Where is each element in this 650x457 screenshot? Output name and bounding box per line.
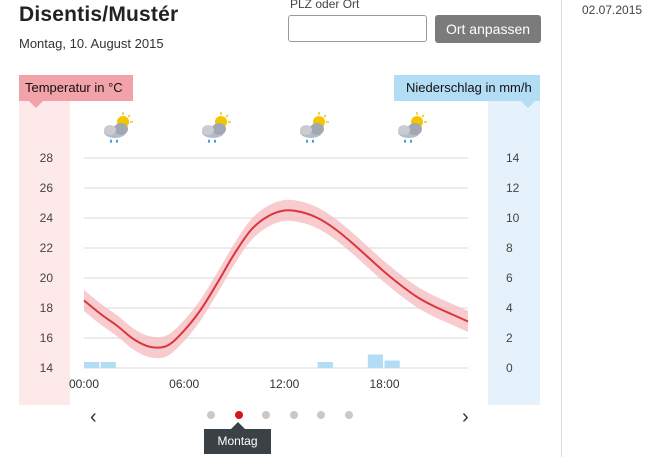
precipitation-tick-label: 0 (506, 361, 513, 375)
sun-cloud-rain-icon (397, 111, 428, 144)
time-tick-label: 06:00 (169, 377, 199, 391)
precipitation-tick-label: 10 (506, 211, 520, 225)
precipitation-bar (367, 354, 384, 368)
temperature-series-line (83, 209, 469, 349)
temperature-uncertainty-band (84, 199, 468, 359)
sun-cloud-rain-icon (299, 111, 330, 144)
temperature-label-pointer (29, 101, 43, 108)
temperature-tick-label: 18 (40, 301, 54, 315)
time-tick-label: 12:00 (269, 377, 299, 391)
day-pager-dot[interactable] (317, 411, 325, 419)
day-tooltip: Montag (204, 429, 271, 454)
temperature-tick-label: 26 (40, 181, 54, 195)
precipitation-bar (317, 362, 333, 368)
precipitation-tick-label: 6 (506, 271, 513, 285)
sun-cloud-rain-icon (103, 111, 134, 144)
temperature-tick-label: 20 (40, 271, 54, 285)
day-pager-dot[interactable] (207, 411, 215, 419)
precipitation-tick-label: 4 (506, 301, 513, 315)
side-date: 02.07.2015 (582, 3, 643, 17)
side-divider (561, 0, 562, 457)
day-pager-dot[interactable] (234, 411, 243, 419)
precipitation-tick-label: 2 (506, 331, 513, 345)
previous-day-arrow[interactable]: ‹ (90, 406, 97, 428)
time-tick-label: 18:00 (370, 377, 400, 391)
search-label: PLZ oder Ort (290, 0, 360, 11)
precipitation-tick-label: 14 (506, 151, 520, 165)
temperature-axis-label: Temperatur in °C (19, 75, 133, 101)
precipitation-tick-label: 8 (506, 241, 513, 255)
day-tooltip-pointer (231, 422, 245, 429)
day-pager-dot[interactable] (344, 411, 353, 419)
temperature-tick-label: 22 (40, 241, 54, 255)
adjust-location-button[interactable]: Ort anpassen (435, 15, 541, 43)
next-day-arrow[interactable]: › (462, 406, 469, 428)
day-pager-dot[interactable] (289, 411, 298, 419)
precipitation-axis-label: Niederschlag in mm/h (394, 75, 540, 101)
precipitation-bar (100, 362, 116, 368)
temperature-tick-label: 28 (40, 151, 54, 165)
precipitation-bar (384, 360, 400, 368)
day-pager-dot[interactable] (262, 411, 270, 419)
precipitation-label-pointer (521, 101, 535, 108)
temperature-tick-label: 14 (40, 361, 54, 375)
precipitation-axis-band (488, 101, 540, 405)
precipitation-bar (84, 362, 100, 368)
search-input[interactable] (288, 15, 427, 42)
header-title: Disentis/Mustér (19, 3, 179, 26)
temperature-axis-band (19, 101, 70, 405)
sun-cloud-rain-icon (201, 111, 232, 144)
time-tick-label: 00:00 (69, 377, 99, 391)
temperature-tick-label: 24 (40, 211, 54, 225)
temperature-tick-label: 16 (40, 331, 54, 345)
precipitation-tick-label: 12 (506, 181, 520, 195)
header-date: Montag, 10. August 2015 (19, 36, 164, 51)
